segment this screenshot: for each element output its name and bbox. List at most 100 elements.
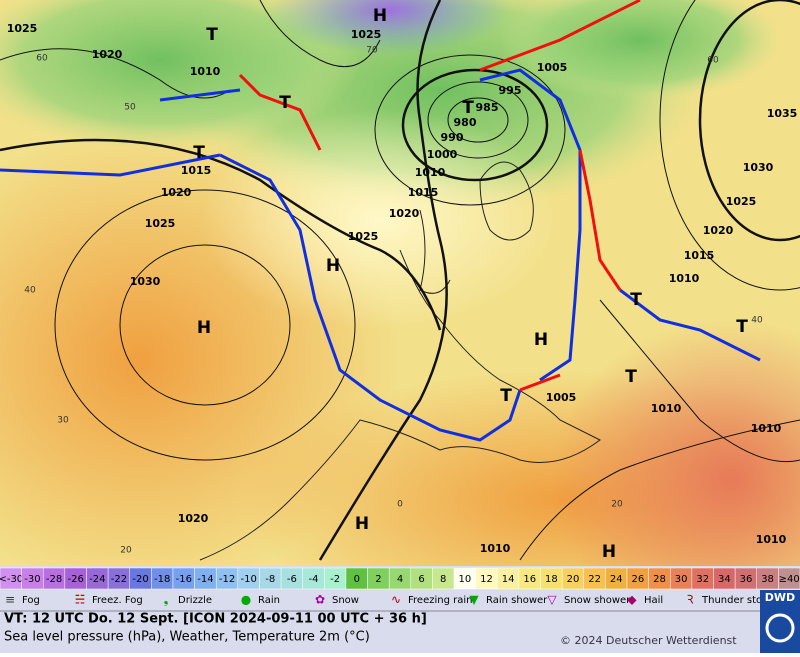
pressure-label: 1025 (726, 195, 757, 208)
weather-icon: ● (241, 593, 251, 607)
pressure-label: 1025 (145, 217, 176, 230)
isotherm-label: 70 (366, 46, 378, 56)
weather-icon: ∿ (391, 593, 401, 607)
scale-label: 20 (567, 574, 580, 585)
scale-label: -2 (330, 574, 340, 585)
logo: DWD (765, 591, 795, 604)
isotherm-label: 60 (36, 54, 48, 64)
pressure-center: T (206, 25, 218, 45)
description: Sea level pressure (hPa), Weather, Tempe… (4, 630, 370, 645)
scale-label: -14 (197, 574, 213, 585)
isotherm-label: 20 (611, 500, 623, 510)
pressure-label: 1025 (351, 28, 382, 41)
weather-label: Rain shower (486, 595, 548, 606)
pressure-label: 1020 (389, 207, 420, 220)
pressure-center: H (534, 330, 548, 350)
pressure-label: 1010 (751, 422, 782, 435)
scale-label: 36 (740, 574, 753, 585)
weather-label: Freezing rain (408, 595, 472, 606)
scale-label: 4 (397, 574, 403, 585)
pressure-center: T (279, 93, 291, 113)
isotherm-label: 40 (751, 316, 763, 326)
pressure-label: 985 (476, 101, 499, 114)
scale-label: -16 (176, 574, 192, 585)
weather-label: Fog (22, 595, 40, 606)
pressure-center: H (355, 514, 369, 534)
pressure-label: 995 (499, 84, 522, 97)
pressure-label: 1020 (703, 224, 734, 237)
isotherm-label: 20 (120, 546, 132, 556)
weather-label: Hail (644, 595, 663, 606)
weather-label: Rain (258, 595, 280, 606)
weather-icon: ≡ (5, 593, 15, 607)
scale-label: 6 (418, 574, 424, 585)
pressure-label: 1010 (480, 542, 511, 555)
weather-icon: ❟ (164, 593, 169, 607)
scale-label: 30 (675, 574, 688, 585)
scale-label: <-30 (0, 574, 23, 585)
scale-label: 32 (696, 574, 709, 585)
scale-label: -26 (68, 574, 84, 585)
valid-time: VT: 12 UTC Do. 12 Sept. [ICON 2024-09-11… (4, 612, 427, 627)
scale-label: -4 (309, 574, 319, 585)
weather-label: Thunder storm (701, 595, 776, 606)
scale-label: 28 (653, 574, 666, 585)
scale-label: -20 (132, 574, 148, 585)
isotherm-label: 50 (124, 103, 136, 113)
weather-label: Snow shower (564, 595, 631, 606)
pressure-label: 1010 (415, 166, 446, 179)
logo-emblem (765, 613, 795, 643)
pressure-label: 980 (454, 116, 477, 129)
pressure-label: 1030 (130, 275, 161, 288)
scale-label: 0 (354, 574, 360, 585)
pressure-label: 1010 (190, 65, 221, 78)
pressure-center: H (197, 318, 211, 338)
scale-label: 18 (545, 574, 558, 585)
isotherm-label: 40 (24, 286, 36, 296)
map-background (0, 0, 800, 640)
scale-label: 24 (610, 574, 623, 585)
scale-label: 10 (458, 574, 471, 585)
scale-label: 14 (502, 574, 515, 585)
pressure-center: T (625, 367, 637, 387)
pressure-label: 1020 (178, 512, 209, 525)
pressure-label: 1030 (743, 161, 774, 174)
pressure-label: 1005 (546, 391, 577, 404)
pressure-center: T (462, 98, 474, 118)
pressure-label: 1015 (181, 164, 212, 177)
scale-label: 16 (523, 574, 536, 585)
pressure-label: 1020 (161, 186, 192, 199)
isotherm-label: 0 (397, 500, 403, 510)
pressure-label: 1010 (651, 402, 682, 415)
scale-label: 12 (480, 574, 493, 585)
scale-label: -22 (111, 574, 127, 585)
weather-icon: ▼ (469, 593, 479, 607)
pressure-label: 1025 (7, 22, 38, 35)
copyright: © 2024 Deutscher Wetterdienst (560, 634, 737, 647)
scale-label: 34 (718, 574, 731, 585)
pressure-label: 1020 (92, 48, 123, 61)
scale-label: 2 (375, 574, 381, 585)
weather-icon: Ꝛ (686, 593, 693, 607)
scale-label: -28 (46, 574, 62, 585)
pressure-center: T (500, 386, 512, 406)
scale-label: 22 (588, 574, 601, 585)
pressure-label: 990 (441, 131, 464, 144)
pressure-center: T (193, 143, 205, 163)
weather-icon: ☵ (75, 593, 86, 607)
pressure-label: 1035 (767, 107, 798, 120)
scale-label: -18 (154, 574, 170, 585)
weather-label: Drizzle (178, 595, 212, 606)
weather-icon: ▽ (547, 593, 557, 607)
scale-label: -30 (24, 574, 40, 585)
scale-label: ≥40 (779, 574, 800, 585)
scale-label: 38 (761, 574, 774, 585)
pressure-label: 1015 (684, 249, 715, 262)
weather-icon: ◆ (627, 593, 637, 607)
pressure-center: T (630, 290, 642, 310)
weather-label: Freez. Fog (92, 595, 143, 606)
fronts (0, 0, 761, 442)
pressure-label: 1005 (537, 61, 568, 74)
scale-label: -24 (89, 574, 105, 585)
